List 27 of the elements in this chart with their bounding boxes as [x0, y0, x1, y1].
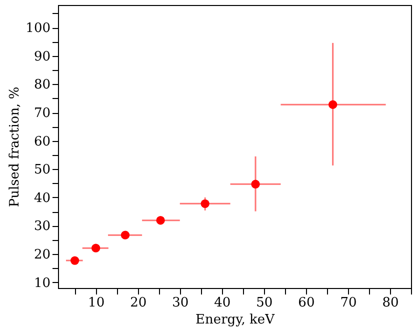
point	[156, 216, 165, 225]
x-tick-label: 30	[172, 296, 189, 310]
y-tick-label: 100	[26, 21, 50, 36]
x-tick-label: 20	[130, 296, 147, 310]
x-tick-label: 70	[340, 296, 357, 310]
y-tick-label: 70	[34, 106, 50, 122]
point	[120, 230, 130, 240]
y-tick-label: 30	[34, 219, 50, 234]
x-axis-title: Energy, keV	[196, 312, 276, 328]
point	[91, 244, 100, 252]
y-tick-label: 80	[34, 78, 50, 93]
x-tick-label: 60	[298, 296, 315, 310]
x-tick-label: 80	[382, 296, 399, 310]
x-tick-label: 10	[88, 296, 105, 310]
x-tick-label: 50	[256, 296, 273, 310]
y-tick-label: 90	[34, 49, 50, 64]
y-tick-label: 50	[34, 162, 50, 178]
y-tick-label: 20	[34, 248, 50, 263]
point	[328, 100, 338, 109]
y-tick-label: 40	[34, 190, 50, 206]
y-axis-title: Pulsed fraction, %	[8, 86, 23, 208]
point	[70, 256, 80, 265]
y-tick-label: 10	[34, 276, 50, 291]
point	[251, 180, 260, 188]
y-tick-label: 60	[34, 134, 50, 150]
x-tick-label: 40	[214, 296, 231, 310]
point	[200, 199, 210, 208]
